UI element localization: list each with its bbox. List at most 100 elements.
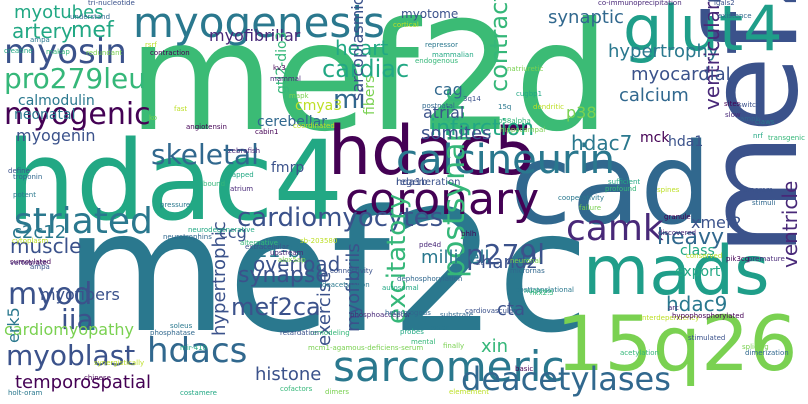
word-mental: mental [411, 338, 436, 346]
word-hda1: hda1 [668, 134, 704, 150]
word-myoblast: myoblast [6, 339, 136, 372]
word-mi: mi [333, 85, 366, 115]
word-angiotensin: angiotensin [186, 123, 227, 131]
word-contractility: contractility [485, 0, 513, 92]
word-cerebellar: cerebellar [257, 114, 327, 130]
word-sites: sites [724, 100, 741, 108]
word-ccg: ccg [219, 223, 247, 242]
word-remodeling: remodeling [310, 329, 350, 337]
word-hdac5: hdac5 [328, 112, 537, 191]
word-switch: switch [738, 101, 761, 109]
word-neurodegenerative: neurodegenerative [188, 226, 255, 234]
word-mir-410: mir-410 [180, 344, 208, 352]
word-cardiomyopathy: cardiomyopathy [4, 320, 134, 339]
word-tri-nucleotide: tri-nucleotide [88, 0, 135, 7]
word-neonatal: neonatal [14, 107, 76, 123]
word-ampa: ampa [30, 263, 50, 271]
word-dephosphorylation: dephosphorylation [397, 275, 463, 283]
word-cytoplasm: cytoplasm [12, 237, 49, 245]
word-dendritic: dendritic [533, 103, 564, 111]
word-nkx2-5: nkx2.5 [530, 289, 554, 297]
word-cardiac: cardiac [322, 55, 410, 83]
word-temporospatial: temporospatial [15, 372, 152, 393]
word-sb-203580: sb-203580 [300, 237, 338, 245]
word-substrate: substrate [440, 311, 474, 319]
word-granule: granule [664, 213, 691, 221]
word-phosphoacceptor: phosphoacceptor [350, 311, 411, 319]
word-co-immunoprecipitation: co-immunoprecipitation [598, 0, 682, 7]
word-mck: mck [640, 130, 670, 146]
word-basic: basic [515, 365, 534, 373]
word-mammalian: mammalian [432, 51, 474, 59]
word-hippocampal: hippocampal [500, 126, 546, 134]
word-p279l: p279l [466, 238, 545, 271]
word-define: define [8, 167, 30, 175]
word-elemement: elemement [449, 388, 489, 396]
word-neuronal: neuronal [510, 257, 541, 265]
word-chinese: chinese [84, 374, 111, 382]
word-calcineurin: calcineurin [396, 137, 615, 183]
word-mapk: mapk [289, 92, 309, 100]
word-regeneration: regeneration [396, 177, 461, 188]
word-cofactors: cofactors [280, 385, 313, 393]
word-redundant: redundant [86, 49, 123, 57]
word-class: class [680, 243, 715, 259]
word-myogenin: myogenin [16, 126, 96, 145]
word-myogenic: myogenic [4, 97, 151, 132]
word-posttranslational: posttranslational [515, 286, 574, 294]
word-millicell: millicell [421, 247, 490, 268]
word-artery: artery [12, 19, 73, 43]
word-xmef2: xmef2 [691, 213, 742, 232]
word-erk5: erk5 [4, 307, 23, 343]
word-discovered: discovered [658, 229, 697, 237]
word-myocardial: myocardial [631, 64, 731, 85]
word-c2c12: c2c12 [12, 222, 67, 243]
word-histone: histone [255, 364, 322, 385]
word-conserved: conserved [686, 252, 723, 260]
word-calmodulin: calmodulin [18, 93, 95, 109]
word-overload: overload [253, 252, 341, 276]
word-existence: existence [718, 12, 752, 20]
word-slow: slow [725, 111, 741, 119]
word-15q: 15q [498, 103, 512, 111]
word-atrium: atrium [230, 185, 254, 193]
word-export: export [675, 264, 721, 280]
word-deacetylation: deacetylation [322, 281, 370, 289]
word-mef2d: mef2d [128, 0, 610, 165]
word-extent: extent [430, 324, 453, 332]
word-creatine: creatine [4, 47, 33, 55]
word-sumoylated: sumoylated [10, 258, 52, 266]
word-alternative: alternative [240, 239, 278, 247]
word-hand2: hand2 [481, 252, 538, 273]
word-coordinated: coordinated [293, 122, 335, 130]
word-dimerization: dimerization [745, 349, 789, 357]
word-stimuli: stimuli [752, 199, 776, 207]
word-kv3: kv3 [273, 64, 286, 72]
word-calcium: calcium [619, 85, 689, 106]
word-igals2: igals2 [714, 0, 735, 7]
word-synaptic: synaptic [548, 7, 624, 28]
word-zebrafish: zebrafish [228, 147, 261, 155]
word-cabin1: cabin1 [255, 128, 279, 136]
word-somites: somites [421, 123, 492, 144]
word-fast: fast [174, 105, 188, 113]
word-striated: striated [14, 201, 153, 242]
word-cmya3: cmya3 [295, 98, 343, 114]
word-finally: finally [443, 342, 465, 350]
word-myogenesis: myogenesis [133, 0, 385, 47]
word-costamere: costamere [180, 389, 217, 397]
word-hdac9: hdac9 [666, 292, 728, 316]
word-probes: probes [400, 328, 424, 336]
word-2c: 2c [476, 259, 485, 267]
word-acetylation: acetylation [620, 349, 659, 357]
word-splicing: splicing [742, 343, 769, 351]
word-alox5ap: alox5ap [278, 256, 306, 264]
word-bound: bound [203, 180, 226, 188]
word-pressure: pressure [160, 201, 191, 209]
word-myotubes: myotubes [14, 2, 104, 23]
word-hypophosphorylated: hypophosphorylated [672, 312, 745, 320]
word-fibers: fibers [362, 75, 378, 115]
word-rsrf: rsrf [145, 41, 157, 49]
word-cortical: cortical [393, 21, 419, 29]
